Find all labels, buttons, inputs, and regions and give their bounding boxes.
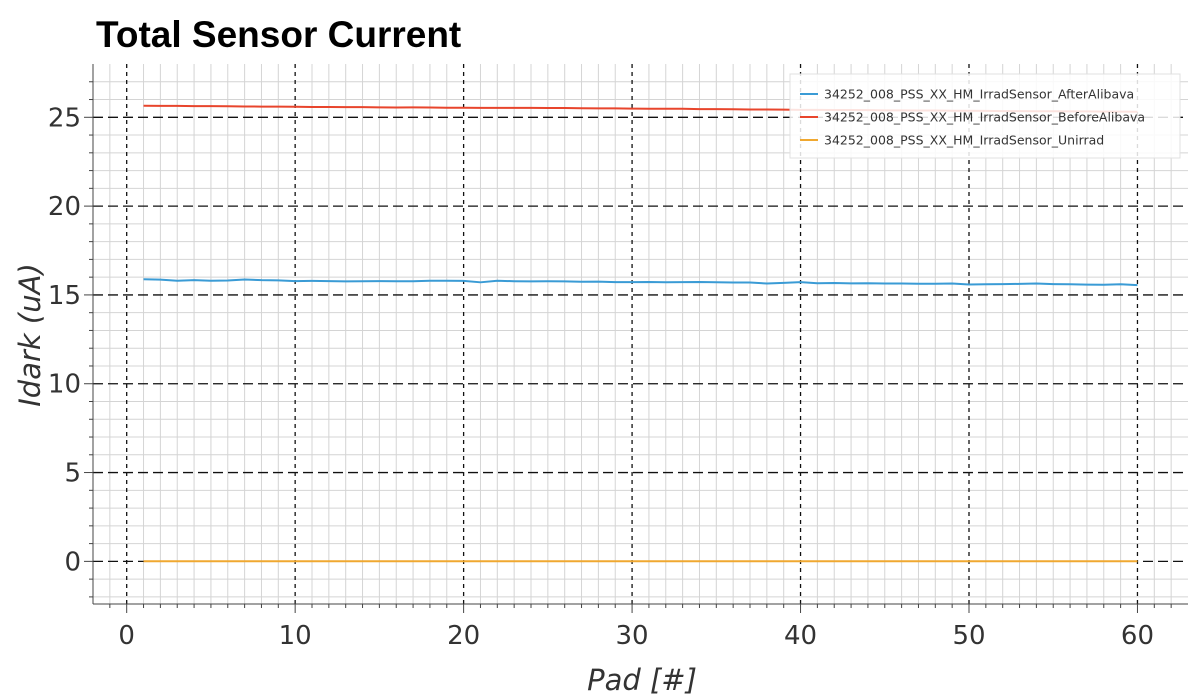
axes <box>84 64 1188 613</box>
y-tick-label: 25 <box>48 103 81 133</box>
x-axis-title: Pad [#] <box>587 663 697 697</box>
x-tick-label: 0 <box>118 621 135 651</box>
y-tick-label: 20 <box>48 192 81 222</box>
x-tick-label: 40 <box>784 621 817 651</box>
chart-title: Total Sensor Current <box>96 14 462 55</box>
x-tick-label: 60 <box>1121 621 1154 651</box>
y-tick-label: 5 <box>64 459 81 489</box>
x-tick-label: 20 <box>447 621 480 651</box>
legend: 34252_008_PSS_XX_HM_IrradSensor_AfterAli… <box>789 73 1181 159</box>
x-tick-label: 10 <box>279 621 312 651</box>
y-tick-label: 0 <box>64 547 81 577</box>
series-layer <box>143 104 1138 563</box>
y-tick-label: 10 <box>48 370 81 400</box>
legend-label-2: 34252_008_PSS_XX_HM_IrradSensor_BeforeAl… <box>824 110 1145 125</box>
series-line-1 <box>143 278 1138 287</box>
tick-labels: 0 10 20 30 40 50 60 0 5 10 15 20 25 <box>48 103 1154 651</box>
minor-gridlines <box>93 64 1188 604</box>
x-tick-label: 50 <box>952 621 985 651</box>
y-axis-title: Idark (uA) <box>13 263 47 407</box>
x-tick-label: 30 <box>616 621 649 651</box>
legend-label-1: 34252_008_PSS_XX_HM_IrradSensor_AfterAli… <box>824 87 1134 102</box>
legend-box <box>789 73 1181 159</box>
legend-label-3: 34252_008_PSS_XX_HM_IrradSensor_Unirrad <box>824 133 1104 148</box>
y-tick-label: 15 <box>48 281 81 311</box>
